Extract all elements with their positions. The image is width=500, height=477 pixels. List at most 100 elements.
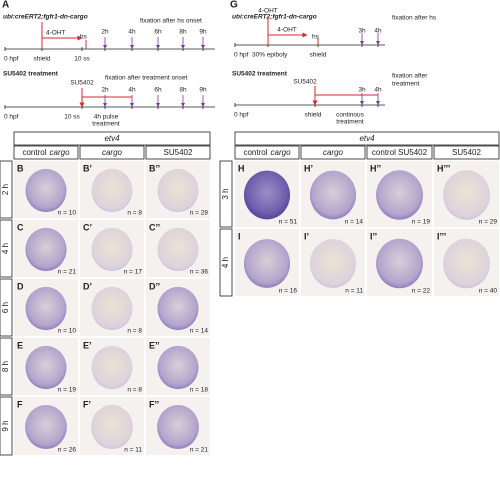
panel-label: A: [2, 0, 9, 11]
panel-label: I: [238, 231, 241, 241]
embryo-image: [25, 286, 67, 331]
sample-count: n = 17: [124, 269, 143, 276]
row-header-box: [219, 160, 233, 228]
embryo-image: [91, 227, 133, 272]
sample-count: n = 36: [190, 269, 209, 276]
sample-count: n = 14: [345, 219, 364, 226]
sample-count: n = 19: [58, 387, 77, 394]
panel-label: C’’: [149, 222, 160, 232]
timeline-label: 4-OHT: [46, 30, 66, 37]
timeline-label: 2h: [101, 87, 109, 94]
embryo-image: [25, 168, 67, 213]
gene-header: etv4: [359, 134, 375, 143]
panel-label: G: [230, 0, 238, 11]
panel-label: B: [17, 163, 24, 173]
embryo-image: [91, 286, 133, 331]
column-header: SU5402: [164, 148, 193, 157]
panel-label: H’’’: [437, 163, 450, 173]
timeline-title: SU5402 treatment: [3, 71, 59, 78]
panel-label: H’: [304, 163, 313, 173]
embryo-image: [157, 404, 199, 450]
timeline-label: 0 hpf: [4, 56, 19, 63]
embryo-image: [243, 239, 291, 288]
timeline-label: hs: [312, 34, 320, 41]
column-header: control cargo: [22, 148, 70, 157]
sample-count: n = 19: [412, 219, 431, 226]
embryo-image: [376, 238, 423, 289]
timeline-label: treatment: [92, 121, 120, 128]
row-header: 4 h: [221, 257, 230, 268]
embryo-image: [25, 345, 67, 390]
timeline-label: 10 ss: [74, 56, 90, 63]
panel-label: E’: [83, 340, 92, 350]
embryo-image: [309, 239, 357, 288]
sample-count: n = 10: [58, 210, 77, 217]
column-header-box: [79, 145, 145, 160]
column-header-italic: cargo: [271, 148, 292, 157]
sample-count: n = 8: [127, 328, 142, 335]
row-header: 3 h: [221, 188, 230, 199]
panel-label: B’’: [149, 163, 160, 173]
row-header: 2 h: [1, 184, 10, 195]
timeline-label: 8h: [179, 29, 187, 36]
timeline-label: 4h: [374, 87, 382, 94]
timeline-label: 4-OHT: [258, 8, 278, 15]
row-header-box: [0, 278, 13, 337]
embryo-image: [157, 345, 199, 390]
column-header-text: SU5402: [452, 148, 481, 157]
panel-label: C’: [83, 222, 92, 232]
embryo-image: [157, 227, 199, 272]
column-header-text: control: [22, 148, 46, 157]
timeline-title: ubi:creERT2;fgfr1-dn-cargo: [232, 14, 317, 21]
column-header-box: [234, 145, 300, 160]
column-header-italic: cargo: [50, 148, 71, 157]
panel-label: D: [17, 281, 24, 291]
embryo-image: [243, 170, 291, 220]
panel-label: F’’: [149, 399, 159, 409]
timeline-label: fixation after treatment onset: [105, 75, 188, 82]
column-header-italic: cargo: [323, 148, 344, 157]
row-header: 8 h: [1, 361, 10, 372]
column-header-text: control SU5402: [372, 148, 428, 157]
sample-count: n = 8: [127, 210, 142, 217]
panel-label: F: [17, 399, 23, 409]
sample-count: n = 11: [124, 447, 142, 454]
timeline-label: 6h: [154, 87, 162, 94]
panel-label: F’: [83, 399, 91, 409]
column-header-box: [433, 145, 500, 160]
panel-label: B’: [83, 163, 92, 173]
timeline-label: 2h: [101, 29, 109, 36]
panel-label: D’’: [149, 281, 160, 291]
timeline-label: 10 ss: [64, 114, 80, 121]
sample-count: n = 16: [279, 288, 298, 295]
embryo-image: [25, 227, 67, 272]
timeline-label: fixation after hs: [392, 15, 437, 22]
column-header-text: SU5402: [164, 148, 193, 157]
timeline-label: SU5402: [70, 80, 94, 87]
column-header: cargo: [323, 148, 344, 157]
sample-count: n = 21: [190, 447, 209, 454]
row-header: 9 h: [1, 420, 10, 431]
embryo-image: [25, 404, 67, 450]
timeline-label: 4h: [374, 28, 382, 35]
sample-count: n = 10: [58, 328, 77, 335]
embryo-image: [91, 345, 133, 390]
row-header-box: [0, 219, 13, 278]
row-header: 6 h: [1, 302, 10, 313]
column-header: control cargo: [243, 148, 291, 157]
timeline-label: SU5402: [293, 79, 317, 86]
column-header-box: [13, 145, 79, 160]
timeline-title: SU5402 treatment: [232, 71, 288, 78]
timeline-label: 9h: [199, 87, 207, 94]
panel-label: H: [238, 163, 245, 173]
embryo-image: [157, 286, 199, 331]
column-header-box: [300, 145, 366, 160]
timeline-label: 0 hpf: [234, 52, 249, 59]
embryo-image: [443, 238, 490, 289]
timeline-label: treatment: [336, 119, 364, 126]
sample-count: n = 40: [479, 288, 498, 295]
timeline-label: hs: [80, 34, 88, 41]
gene-header-box: [13, 131, 211, 146]
column-header-box: [366, 145, 433, 160]
timeline-label: 4-OHT: [277, 27, 297, 34]
